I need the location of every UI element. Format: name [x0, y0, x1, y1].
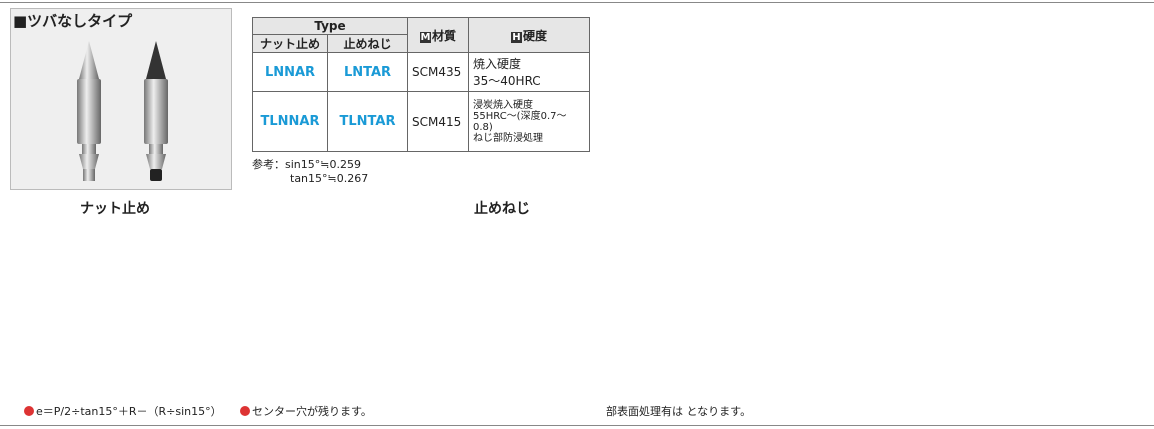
- type-code: TLNTAR: [327, 91, 408, 152]
- icon: M: [419, 31, 431, 43]
- hardness-line: ねじ部防浸処理: [473, 132, 543, 144]
- section-title: ■ツバなしタイプ: [13, 12, 133, 30]
- hardness: 浸炭焼入硬度 55HRC～(深度0.7～0.8) ねじ部防浸処理: [468, 91, 590, 152]
- footer-text: e＝P/2÷tan15°＋R－（R÷sin15°）: [36, 405, 222, 418]
- header: H 硬度: [468, 17, 590, 53]
- caption: 止めねじ: [474, 201, 530, 217]
- type-code: TLNNAR: [252, 91, 328, 152]
- note-line: tan15°≒0.267: [290, 172, 369, 185]
- header: 硬度: [522, 28, 547, 43]
- caption: ナット止め: [80, 201, 150, 217]
- hardness-line: 浸炭焼入硬度: [473, 99, 533, 111]
- row: LNNAR LNTAR SCM435 焼入硬度 35～40HRC: [252, 52, 590, 92]
- footer-text: センター穴が残ります。: [252, 405, 372, 418]
- material: SCM435: [407, 52, 469, 92]
- type-code: LNTAR: [327, 52, 408, 92]
- footer-note: e＝P/2÷tan15°＋R－（R÷sin15°）: [24, 403, 222, 419]
- header: M 材質: [407, 17, 469, 53]
- hardness-line: 35～40HRC: [473, 74, 541, 88]
- header: 止めねじ: [327, 34, 408, 53]
- image-panel: ■ツバなしタイプ: [10, 8, 232, 190]
- note: 参考：sin15°≒0.259 tan15°≒0.267: [252, 158, 368, 186]
- product-image: [77, 41, 168, 181]
- header: 材質: [431, 28, 456, 43]
- material: SCM415: [407, 91, 469, 152]
- row: TLNNAR TLNTAR SCM415 浸炭焼入硬度 55HRC～(深度0.7～0.8…: [252, 91, 590, 152]
- spec-table: Type M 材質 H 硬度 ナット止め 止めねじ LNNAR LNTAR SCM435 焼…: [252, 17, 590, 152]
- note-line: sin15°≒0.259: [285, 158, 361, 171]
- hardness-line: 焼入硬度: [473, 57, 522, 71]
- header: Type: [252, 17, 408, 35]
- footer-note: センター穴が残ります。: [240, 403, 372, 419]
- hardness: 焼入硬度 35～40HRC: [468, 52, 590, 92]
- footer-text: 部表面処理有は となります。: [606, 405, 752, 418]
- type-code: LNNAR: [252, 52, 328, 92]
- icon: H: [510, 31, 522, 43]
- footer-note: 部表面処理有は となります。: [606, 403, 751, 419]
- top-rule: [0, 2, 1154, 3]
- hardness-line: 55HRC～(深度0.7～0.8): [473, 110, 567, 133]
- bottom-rule: [0, 425, 1154, 426]
- header: ナット止め: [252, 34, 328, 53]
- note-label: 参考：: [252, 158, 285, 171]
